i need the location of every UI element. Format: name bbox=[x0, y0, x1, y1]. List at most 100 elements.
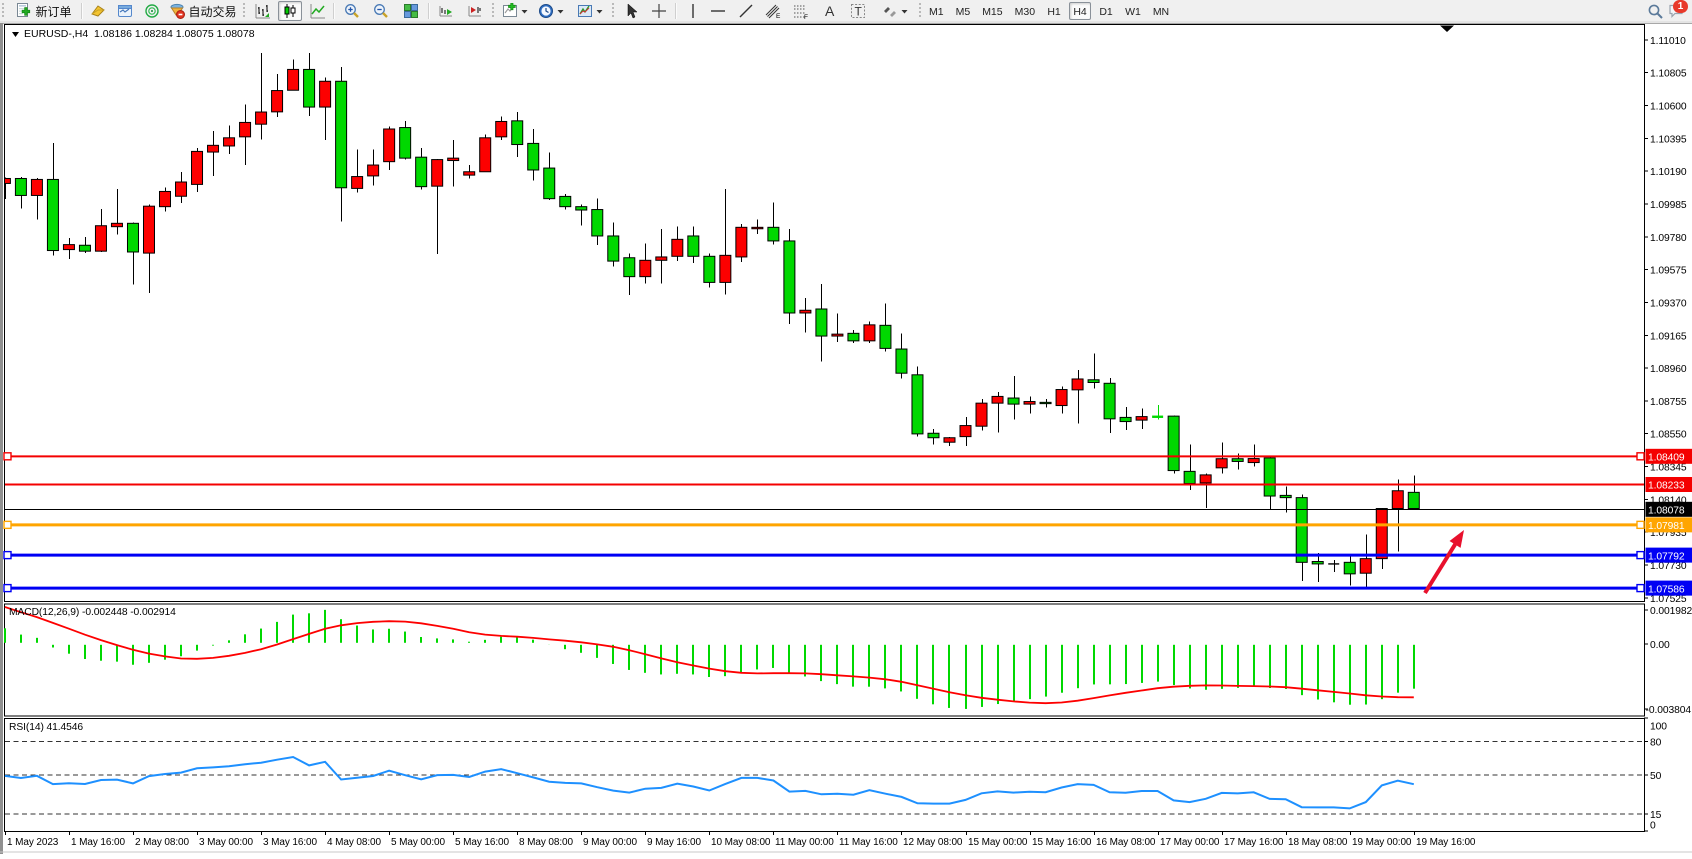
candle-body bbox=[912, 375, 923, 434]
notifications-button[interactable]: 1 bbox=[1668, 2, 1686, 20]
channel-icon: E bbox=[765, 3, 781, 19]
zoom-out-button[interactable] bbox=[369, 1, 393, 21]
timeframe-M1[interactable]: M1 bbox=[925, 2, 948, 20]
bar-chart-icon bbox=[255, 3, 271, 19]
price-tick-label: 1.09985 bbox=[1650, 200, 1687, 211]
time-tick-label: 9 May 00:00 bbox=[583, 837, 637, 848]
vertical-line-tool-button[interactable] bbox=[681, 1, 705, 21]
zoom-in-button[interactable] bbox=[340, 1, 364, 21]
candle-body bbox=[480, 138, 491, 172]
rsi-label: RSI(14) 41.4546 bbox=[9, 722, 83, 733]
timeframe-MN[interactable]: MN bbox=[1149, 2, 1173, 20]
toolbar-grip bbox=[243, 3, 246, 19]
templates-button[interactable] bbox=[574, 1, 606, 21]
time-tick-label: 12 May 08:00 bbox=[903, 837, 963, 848]
price-line-label-text: 1.08078 bbox=[1648, 506, 1685, 517]
line-drag-handle[interactable] bbox=[1637, 453, 1644, 460]
candle-body bbox=[560, 196, 571, 206]
line-drag-handle[interactable] bbox=[1637, 521, 1644, 528]
timeframe-M15[interactable]: M15 bbox=[978, 2, 1006, 20]
candle-body bbox=[1104, 383, 1115, 419]
candle-body bbox=[1088, 380, 1099, 383]
autotrading-button[interactable]: 自动交易 bbox=[167, 1, 239, 21]
indicators-list-button[interactable] bbox=[499, 1, 531, 21]
autotrading-label: 自动交易 bbox=[188, 3, 236, 20]
price-tick-label: 1.11010 bbox=[1650, 36, 1686, 47]
toolbar-separator bbox=[428, 3, 430, 19]
rsi-axis-label: 100 bbox=[1650, 721, 1667, 732]
candle-body bbox=[336, 81, 347, 187]
bar-chart-mode-button[interactable] bbox=[251, 1, 275, 21]
label-tool-button[interactable]: T bbox=[846, 1, 870, 21]
timeframe-H1[interactable]: H1 bbox=[1043, 2, 1065, 20]
price-tick-label: 1.09370 bbox=[1650, 298, 1687, 309]
candle-body bbox=[368, 165, 379, 176]
line-drag-handle[interactable] bbox=[4, 585, 11, 592]
line-drag-handle[interactable] bbox=[1637, 585, 1644, 592]
search-button[interactable] bbox=[1646, 1, 1664, 21]
candle-body bbox=[1200, 475, 1211, 483]
timeframe-M5[interactable]: M5 bbox=[952, 2, 975, 20]
price-line-label-text: 1.08233 bbox=[1648, 481, 1685, 492]
candle-body bbox=[928, 433, 939, 437]
market-watch-button[interactable] bbox=[86, 1, 110, 21]
price-tick-label: 1.10190 bbox=[1650, 167, 1687, 178]
new-order-button[interactable]: 新订单 bbox=[10, 1, 78, 21]
macd-axis-label: -0.003804 bbox=[1646, 705, 1692, 716]
time-tick-label: 11 May 16:00 bbox=[839, 837, 898, 848]
toolbar-grip bbox=[492, 3, 495, 19]
crosshair-tool-button[interactable] bbox=[647, 1, 671, 21]
candle-body bbox=[512, 121, 523, 145]
timeframe-W1[interactable]: W1 bbox=[1121, 2, 1145, 20]
mdi-edge bbox=[0, 23, 3, 854]
candle-body bbox=[640, 260, 651, 276]
candle-body bbox=[976, 403, 987, 426]
channel-tool-button[interactable]: E bbox=[761, 1, 785, 21]
line-drag-handle[interactable] bbox=[4, 453, 11, 460]
candle-body bbox=[31, 179, 42, 195]
auto-scroll-button[interactable] bbox=[434, 1, 458, 21]
line-drag-handle[interactable] bbox=[1637, 552, 1644, 559]
price-tick-label: 1.10600 bbox=[1650, 101, 1687, 112]
periods-button[interactable] bbox=[535, 1, 567, 21]
candle-body bbox=[256, 112, 267, 124]
candle-body bbox=[1408, 492, 1419, 508]
fibonacci-tool-button[interactable]: F bbox=[789, 1, 813, 21]
horizontal-line-tool-button[interactable] bbox=[706, 1, 730, 21]
navigator-button[interactable] bbox=[140, 1, 164, 21]
timeframe-M30[interactable]: M30 bbox=[1011, 2, 1039, 20]
price-tick-label: 1.09575 bbox=[1650, 266, 1687, 277]
candle-body bbox=[143, 206, 154, 253]
shapes-tool-button[interactable] bbox=[879, 1, 911, 21]
candle-body bbox=[47, 179, 58, 250]
macd-axis-label: 0.00 bbox=[1650, 640, 1670, 651]
trendline-tool-button[interactable] bbox=[734, 1, 758, 21]
line-drag-handle[interactable] bbox=[4, 552, 11, 559]
price-line-label-text: 1.07981 bbox=[1648, 521, 1685, 532]
candle-body bbox=[1168, 416, 1179, 470]
timeframe-D1[interactable]: D1 bbox=[1095, 2, 1117, 20]
price-tick-label: 1.10395 bbox=[1650, 134, 1687, 145]
cursor-tool-button[interactable] bbox=[620, 1, 644, 21]
auto-scroll-icon bbox=[438, 3, 454, 19]
time-tick-label: 11 May 00:00 bbox=[775, 837, 834, 848]
data-window-button[interactable] bbox=[113, 1, 137, 21]
candle bbox=[704, 254, 715, 288]
candle-body bbox=[592, 210, 603, 236]
timeframe-H4[interactable]: H4 bbox=[1069, 2, 1091, 20]
zoom-in-icon bbox=[344, 3, 360, 19]
price-scale[interactable]: 1.110101.108051.106001.103951.101901.099… bbox=[1644, 36, 1692, 832]
dropdown-arrow-icon bbox=[901, 3, 908, 19]
line-chart-mode-button[interactable] bbox=[306, 1, 330, 21]
candle-body bbox=[1232, 459, 1243, 462]
line-drag-handle[interactable] bbox=[4, 521, 11, 528]
text-tool-button[interactable]: A bbox=[818, 1, 842, 21]
candlestick-mode-button[interactable] bbox=[278, 1, 302, 21]
tile-windows-button[interactable] bbox=[399, 1, 423, 21]
candle bbox=[912, 366, 923, 436]
chart-shift-button[interactable] bbox=[463, 1, 487, 21]
time-tick-label: 2 May 08:00 bbox=[135, 837, 189, 848]
chart-title: EURUSD-,H4 1.08186 1.08284 1.08075 1.080… bbox=[24, 28, 255, 40]
